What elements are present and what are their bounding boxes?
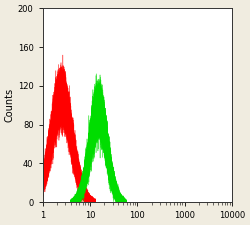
Y-axis label: Counts: Counts	[5, 88, 15, 122]
